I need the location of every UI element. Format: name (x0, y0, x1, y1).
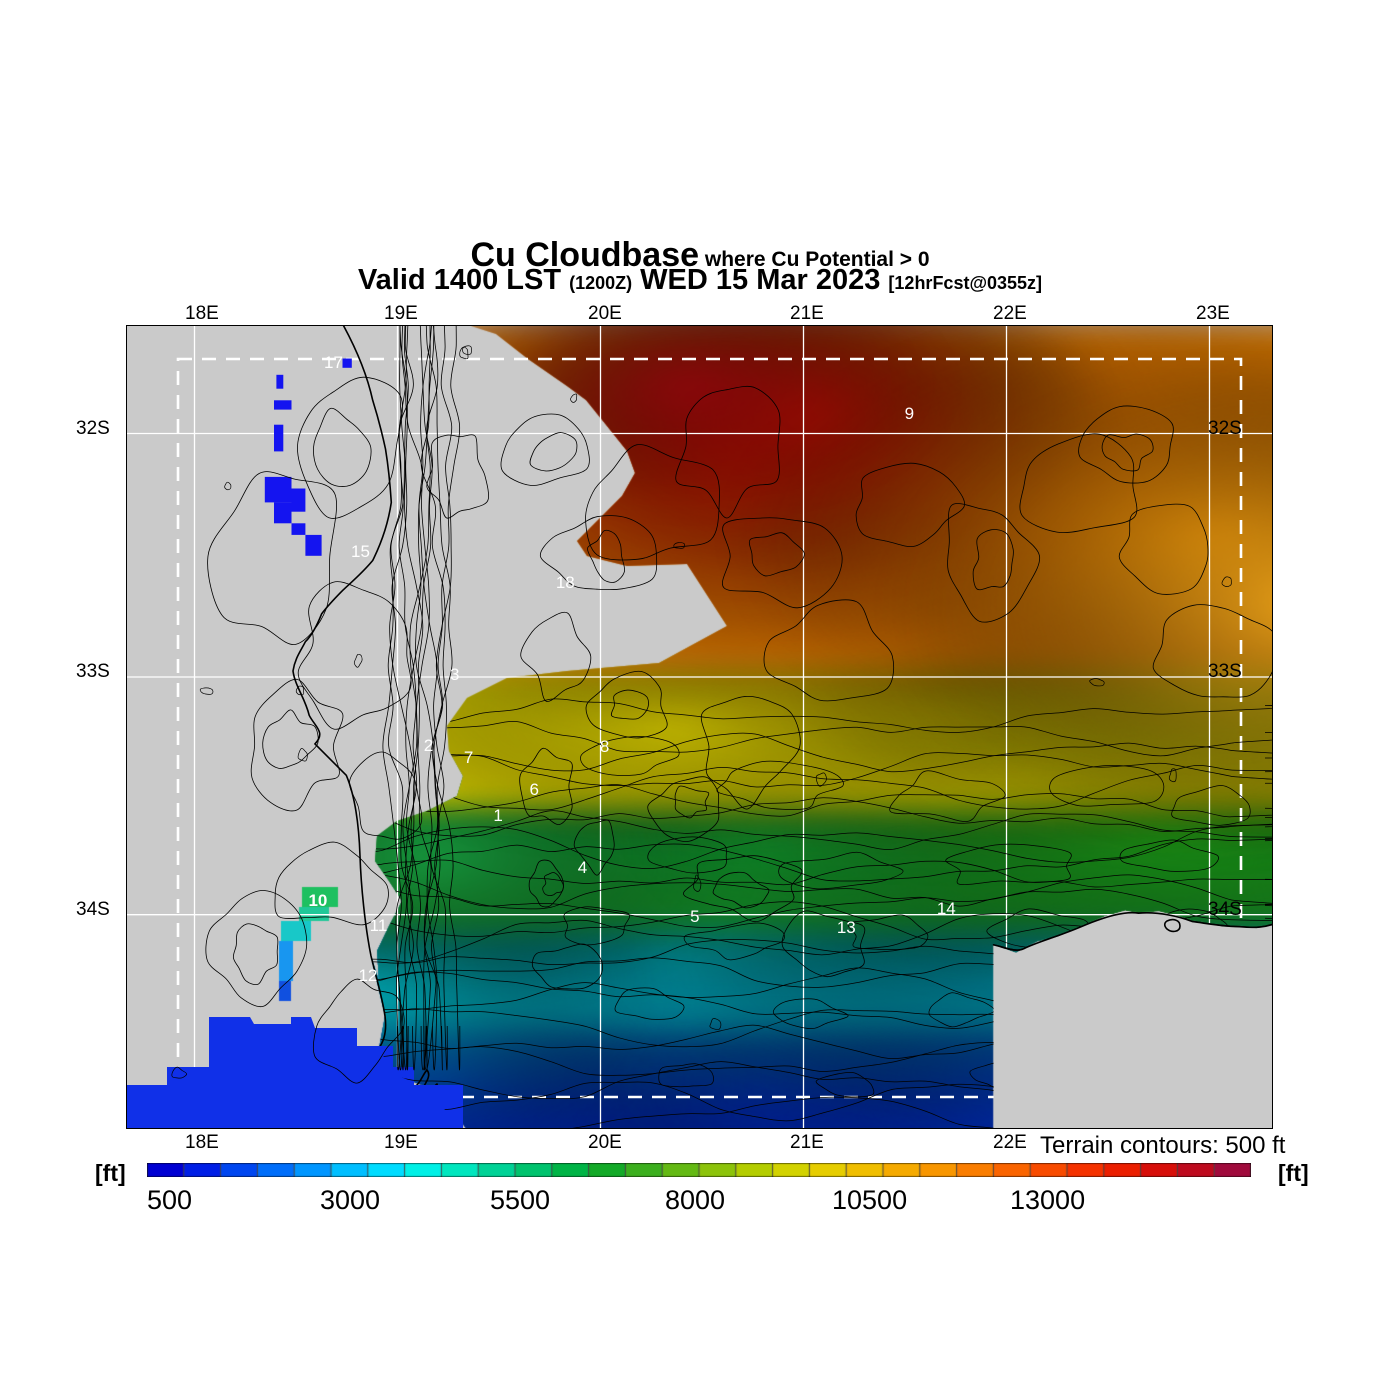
svg-text:3: 3 (449, 665, 458, 684)
svg-text:9: 9 (904, 404, 913, 423)
svg-text:11: 11 (369, 916, 387, 935)
svg-text:13: 13 (836, 918, 855, 937)
svg-text:4: 4 (577, 858, 586, 877)
svg-text:14: 14 (936, 899, 955, 918)
svg-text:10: 10 (308, 891, 327, 910)
svg-text:18: 18 (555, 573, 574, 592)
svg-text:2: 2 (423, 736, 432, 755)
svg-text:15: 15 (351, 542, 370, 561)
svg-text:17: 17 (324, 353, 343, 372)
svg-text:12: 12 (358, 966, 377, 985)
svg-text:1: 1 (493, 806, 502, 825)
svg-text:6: 6 (529, 780, 538, 799)
svg-text:7: 7 (463, 748, 472, 767)
svg-text:8: 8 (599, 737, 608, 756)
svg-text:5: 5 (690, 907, 699, 926)
